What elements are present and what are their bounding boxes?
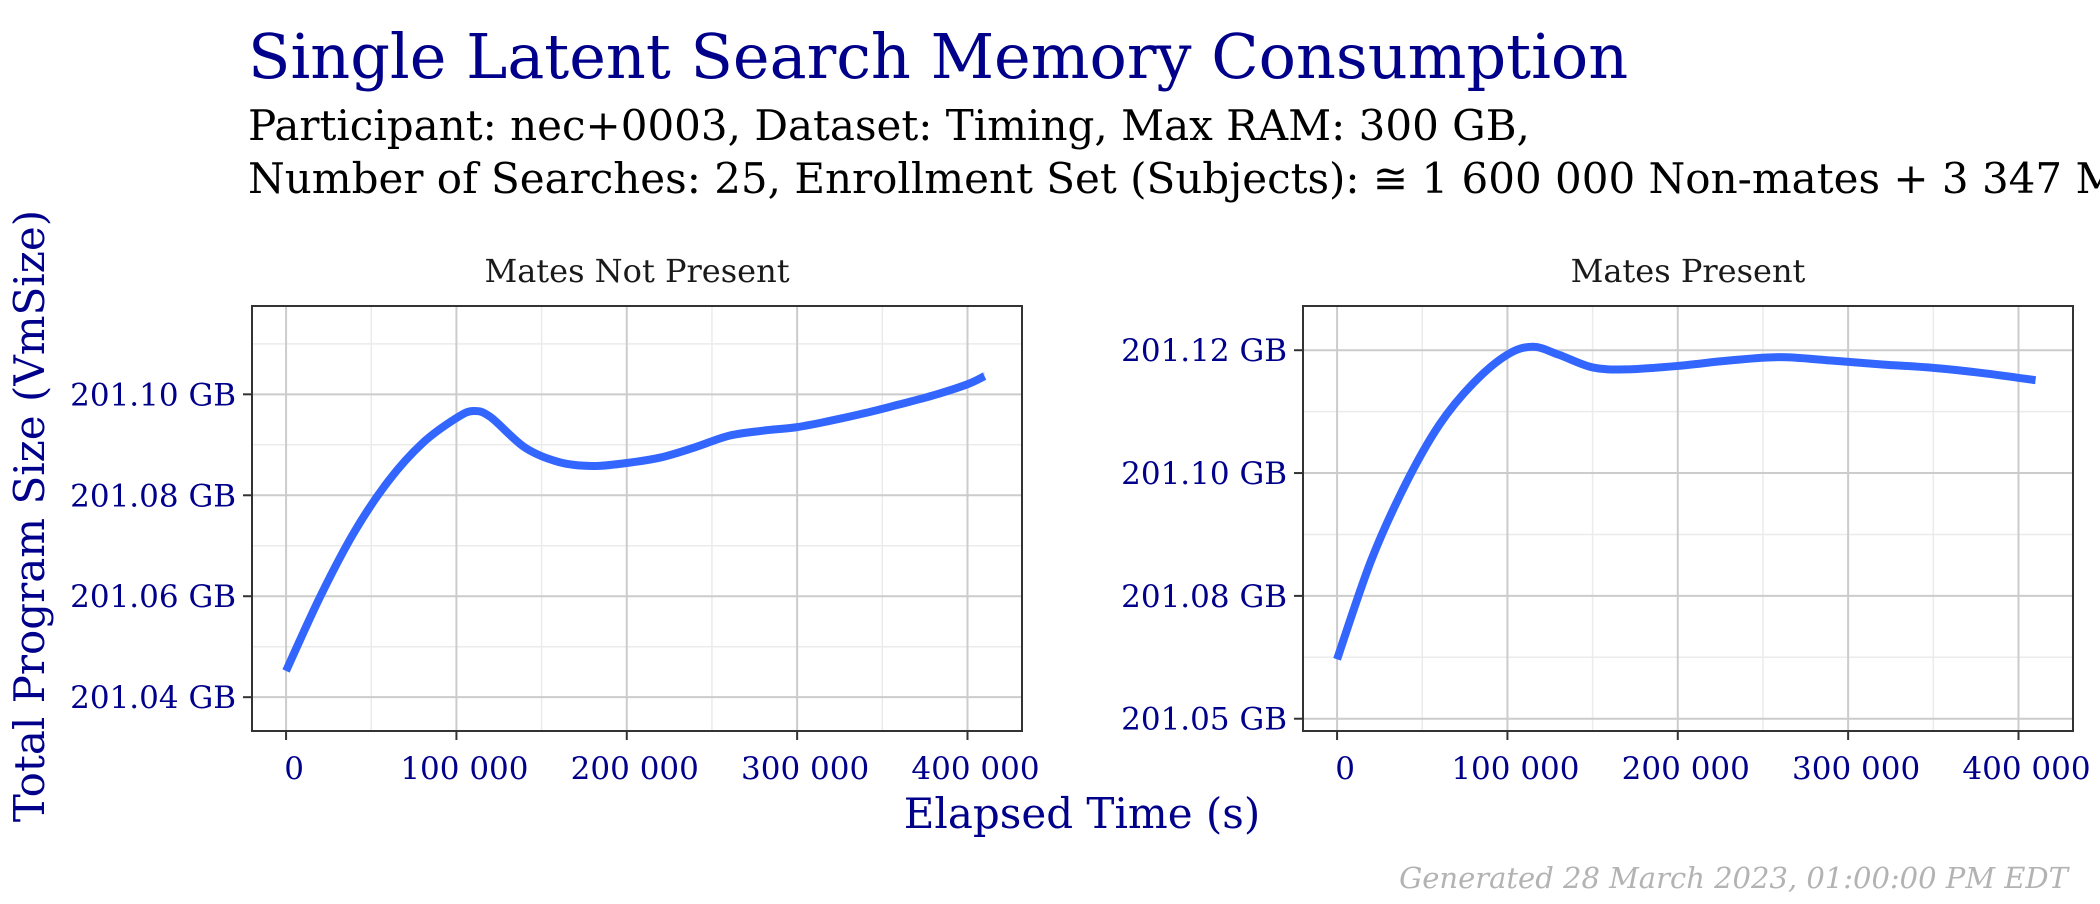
y-tick-label: 201.05 GB bbox=[1121, 702, 1287, 738]
x-tick-label: 400 000 bbox=[1962, 751, 2090, 787]
y-axis-title: Total Program Size (VmSize) bbox=[5, 210, 54, 822]
x-tick-label: 0 bbox=[1335, 751, 1355, 787]
chart-title: Single Latent Search Memory Consumption bbox=[248, 20, 1628, 93]
panel-mates-not-present: 0 100 000 200 000 300 000 400 000 201.04 GB 20… bbox=[70, 252, 1039, 787]
panel-mates-present: 0 100 000 200 000 300 000 400 000 201.05 GB 20… bbox=[1121, 252, 2090, 787]
y-tick-label: 201.06 GB bbox=[70, 579, 236, 615]
y-tick-label: 201.08 GB bbox=[70, 478, 236, 514]
x-tick-label: 100 000 bbox=[400, 751, 528, 787]
x-tick-label: 400 000 bbox=[911, 751, 1039, 787]
y-tick-label: 201.04 GB bbox=[70, 680, 236, 716]
chart-subtitle-line-1: Participant: nec+0003, Dataset: Timing, … bbox=[248, 101, 1530, 150]
panel-background bbox=[252, 306, 1022, 731]
panel-background bbox=[1303, 306, 2073, 731]
x-axis-title: Elapsed Time (s) bbox=[904, 789, 1260, 838]
panel-border bbox=[1302, 305, 2074, 732]
y-tick-label: 201.10 GB bbox=[70, 377, 236, 413]
x-tick-label: 200 000 bbox=[1622, 751, 1750, 787]
panel-strip-label: Mates Present bbox=[1571, 252, 1806, 290]
x-tick-label: 0 bbox=[284, 751, 304, 787]
x-tick-label: 300 000 bbox=[1792, 751, 1920, 787]
chart-subtitle-line-2: Number of Searches: 25, Enrollment Set (… bbox=[248, 154, 2100, 203]
y-tick-label: 201.10 GB bbox=[1121, 456, 1287, 492]
x-tick-label: 300 000 bbox=[741, 751, 869, 787]
x-tick-label: 200 000 bbox=[571, 751, 699, 787]
series-line bbox=[1333, 342, 2037, 661]
y-tick-label: 201.08 GB bbox=[1121, 579, 1287, 615]
y-tick-label: 201.12 GB bbox=[1121, 333, 1287, 369]
panel-strip-label: Mates Not Present bbox=[484, 252, 789, 290]
x-tick-label: 100 000 bbox=[1451, 751, 1579, 787]
panel-border bbox=[251, 305, 1023, 732]
generated-caption: Generated 28 March 2023, 01:00:00 PM EDT bbox=[1399, 861, 2071, 895]
series-line bbox=[282, 372, 987, 673]
